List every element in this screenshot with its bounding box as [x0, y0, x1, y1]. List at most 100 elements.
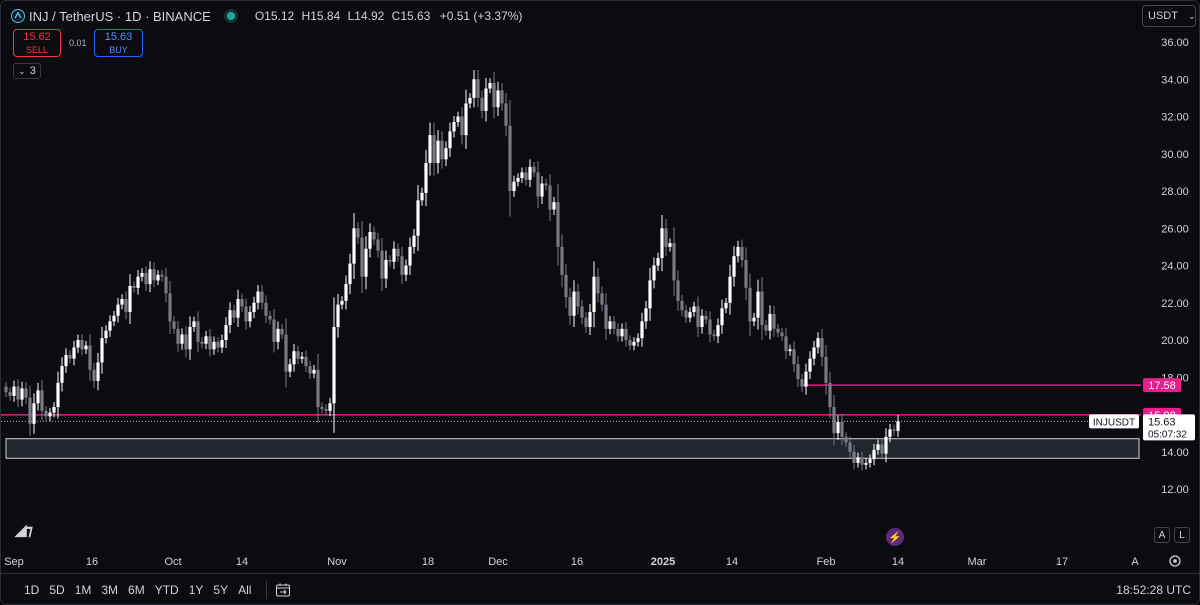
candle-body	[804, 371, 808, 387]
candle-body	[540, 183, 544, 197]
lightning-icon[interactable]: ⚡	[886, 528, 904, 546]
candle-body	[476, 79, 480, 98]
candle-body	[444, 148, 448, 160]
candle-body	[120, 299, 124, 305]
candle-body	[380, 250, 384, 279]
candle-body	[704, 315, 708, 320]
candle-body	[20, 388, 24, 400]
buy-button[interactable]: 15.63 BUY	[94, 29, 143, 57]
candle-body	[28, 397, 32, 424]
utc-clock[interactable]: 18:52:28 UTC	[1116, 583, 1191, 597]
candle-body	[624, 328, 628, 340]
candle-body	[384, 259, 388, 279]
candle-body	[532, 166, 536, 173]
range-5d-button[interactable]: 5D	[49, 583, 65, 597]
candle-body	[828, 382, 832, 408]
candle-body	[256, 291, 260, 303]
chevron-down-icon: ⌄	[18, 65, 26, 76]
log-scale-button[interactable]: L	[1174, 527, 1190, 543]
candle-body	[172, 321, 176, 329]
candle-body	[84, 345, 88, 350]
candle-body	[396, 248, 400, 257]
candle-body	[492, 82, 496, 108]
sell-price: 15.62	[23, 31, 51, 43]
candle-body	[736, 246, 740, 257]
range-5y-button[interactable]: 5Y	[213, 583, 229, 597]
candle-body	[152, 269, 156, 281]
go-to-date-icon[interactable]	[275, 582, 291, 598]
price-tick-label: 28.00	[1161, 186, 1189, 198]
candle-body	[108, 321, 112, 331]
candle-body	[212, 341, 216, 350]
candle-body	[240, 299, 244, 307]
range-all-button[interactable]: All	[238, 583, 252, 597]
candle-body	[424, 163, 428, 193]
range-6m-button[interactable]: 6M	[128, 583, 145, 597]
candle-body	[864, 462, 868, 465]
price-chart[interactable]: 36.00 34.00 32.00 30.00 28.00 26.00 24.00 22.00…	[1, 1, 1200, 573]
candle-body	[8, 392, 12, 396]
price-tick-label: 12.00	[1161, 484, 1189, 496]
range-1m-button[interactable]: 1M	[74, 583, 92, 597]
candle-body	[868, 459, 872, 463]
toolbar-divider	[266, 581, 268, 599]
time-axis[interactable]: Sep 16 Oct 14 Nov 18 Dec 16 2025 14 Feb 14 Mar 17 A	[4, 555, 1181, 568]
time-tick-label: 14	[892, 556, 904, 568]
candle-body	[616, 328, 620, 337]
candle-body	[740, 246, 744, 260]
candle-body	[860, 457, 864, 465]
candle-body	[676, 280, 680, 301]
candle-body	[4, 386, 8, 393]
candle-body	[572, 291, 576, 316]
sell-button[interactable]: 15.62 SELL	[13, 29, 61, 57]
candle-body	[72, 347, 76, 359]
price-label-17-58: 17.58	[1148, 380, 1176, 392]
support-zone	[5, 438, 1140, 459]
candle-body	[368, 231, 372, 249]
candle-body	[104, 330, 108, 339]
range-3m-button[interactable]: 3M	[101, 583, 119, 597]
candle-body	[788, 349, 792, 352]
candle-body	[24, 388, 28, 398]
time-tick-label: Nov	[327, 556, 347, 568]
candle-body	[280, 328, 284, 335]
candlestick-series	[4, 69, 900, 471]
candle-body	[820, 338, 824, 357]
currency-select[interactable]: USDT ⌄	[1142, 5, 1196, 27]
candle-body	[16, 386, 20, 400]
candle-body	[636, 338, 640, 342]
range-1y-button[interactable]: 1Y	[188, 583, 204, 597]
range-1d-button[interactable]: 1D	[24, 583, 40, 597]
candle-body	[832, 407, 836, 434]
auto-scale-button[interactable]: A	[1154, 527, 1170, 543]
candle-body	[668, 243, 672, 247]
candle-body	[600, 293, 604, 305]
market-open-status-icon	[226, 12, 235, 20]
candle-body	[516, 177, 520, 182]
tradingview-logo-icon[interactable]: ◢⁊	[15, 522, 33, 539]
candle-body	[48, 412, 52, 417]
candle-body	[608, 321, 612, 329]
candle-body	[640, 321, 644, 339]
candle-body	[180, 334, 184, 344]
candle-body	[52, 407, 56, 413]
symbol-title[interactable]: INJ / TetherUS · 1D · BINANCE	[29, 8, 211, 24]
candle-body	[192, 321, 196, 327]
range-ytd-button[interactable]: YTD	[154, 583, 179, 597]
candle-body	[748, 287, 752, 322]
candle-body	[552, 202, 556, 210]
candle-body	[604, 304, 608, 329]
candle-body	[60, 366, 64, 383]
candle-body	[836, 421, 840, 434]
candle-body	[232, 310, 236, 318]
candle-body	[308, 366, 312, 374]
candle-body	[348, 263, 352, 285]
candle-body	[164, 276, 168, 294]
candle-body	[688, 312, 692, 318]
candle-body	[196, 321, 200, 342]
candle-body	[88, 345, 92, 370]
price-axis[interactable]: 36.00 34.00 32.00 30.00 28.00 26.00 24.00 22.00…	[1089, 37, 1195, 496]
candle-body	[452, 122, 456, 132]
price-tick-label: 36.00	[1161, 37, 1189, 49]
indicators-toggle[interactable]: ⌄ 3	[13, 63, 41, 79]
